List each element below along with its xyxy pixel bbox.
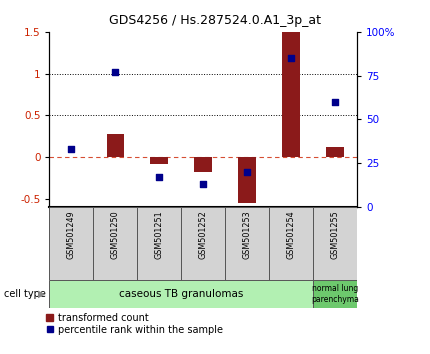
Text: caseous TB granulomas: caseous TB granulomas xyxy=(119,289,243,299)
Text: ▶: ▶ xyxy=(38,289,45,299)
Bar xyxy=(269,207,313,280)
Text: normal lung
parenchyma: normal lung parenchyma xyxy=(311,284,359,303)
Text: GSM501255: GSM501255 xyxy=(330,211,339,259)
Point xyxy=(200,182,207,187)
Bar xyxy=(313,207,357,280)
Point xyxy=(332,99,338,105)
Bar xyxy=(326,147,344,157)
Point xyxy=(68,147,75,152)
Point xyxy=(288,55,295,61)
Text: GSM501251: GSM501251 xyxy=(155,211,164,259)
Bar xyxy=(282,32,300,157)
Bar xyxy=(238,157,256,203)
Bar xyxy=(194,157,212,172)
Bar xyxy=(49,280,313,308)
Text: cell type: cell type xyxy=(4,289,46,299)
Bar xyxy=(137,207,181,280)
Point xyxy=(112,69,119,75)
Text: GSM501249: GSM501249 xyxy=(67,211,76,259)
Text: GSM501254: GSM501254 xyxy=(286,211,295,259)
Point xyxy=(156,175,163,180)
Text: GSM501253: GSM501253 xyxy=(243,211,252,259)
Legend: transformed count, percentile rank within the sample: transformed count, percentile rank withi… xyxy=(46,313,223,335)
Text: GSM501252: GSM501252 xyxy=(199,211,208,259)
Text: GSM501250: GSM501250 xyxy=(111,211,120,259)
Bar xyxy=(150,157,168,164)
Bar xyxy=(313,280,357,308)
Bar xyxy=(181,207,225,280)
Text: GDS4256 / Hs.287524.0.A1_3p_at: GDS4256 / Hs.287524.0.A1_3p_at xyxy=(109,14,321,27)
Point xyxy=(244,169,251,175)
Bar xyxy=(107,134,124,157)
Bar xyxy=(93,207,137,280)
Bar xyxy=(49,207,93,280)
Bar xyxy=(225,207,269,280)
